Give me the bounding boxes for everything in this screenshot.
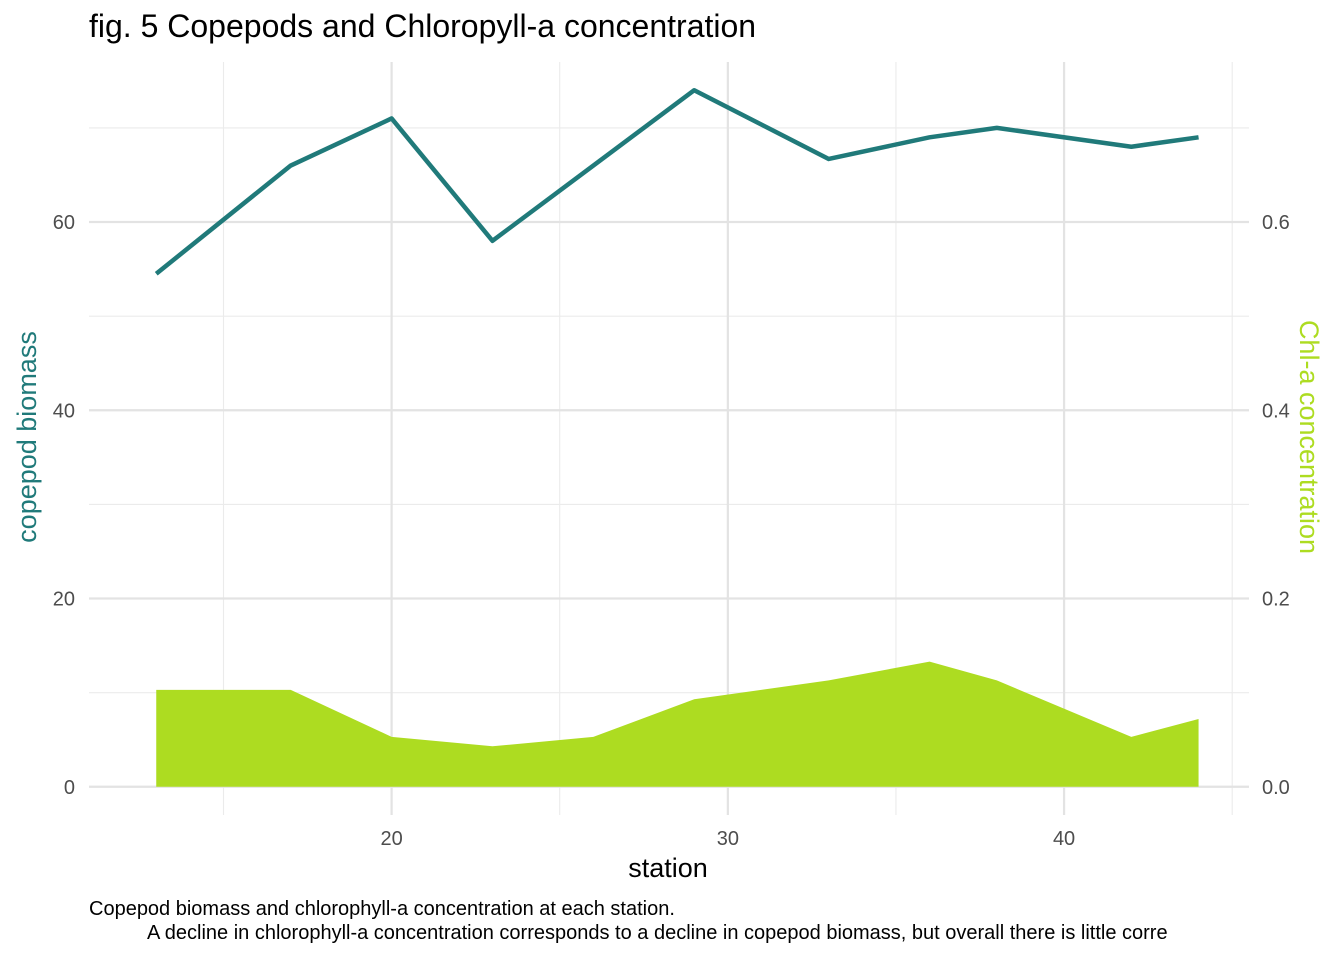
chart-title: fig. 5 Copepods and Chloropyll-a concent… [89, 8, 757, 44]
copepod-biomass-line [154, 87, 1199, 276]
y-tick-label: 40 [53, 400, 75, 422]
y2-tick-labels: 0.0 0.2 0.4 0.6 [1262, 212, 1290, 799]
chla-area [156, 661, 1199, 787]
x-tick-label: 30 [717, 828, 739, 850]
y-axis-title: copepod biomass [12, 331, 42, 543]
x-tick-label: 20 [380, 828, 402, 850]
y2-axis-title: Chl-a concentration [1294, 320, 1324, 554]
y2-tick-label: 0.2 [1262, 589, 1290, 611]
y-tick-labels: 0 20 40 60 [53, 212, 75, 799]
y2-tick-label: 0.0 [1262, 777, 1290, 799]
y-tick-label: 60 [53, 212, 75, 234]
y2-tick-label: 0.6 [1262, 212, 1290, 234]
x-tick-labels: 20 30 40 [380, 828, 1075, 850]
caption-line-2: A decline in chlorophyll-a concentration… [147, 922, 1168, 944]
y-tick-label: 20 [53, 589, 75, 611]
x-tick-label: 40 [1053, 828, 1075, 850]
major-grid-x [390, 62, 1066, 815]
x-axis-title: station [628, 853, 708, 883]
caption-line-1: Copepod biomass and chlorophyll-a concen… [89, 898, 675, 920]
y2-tick-label: 0.4 [1262, 400, 1290, 422]
y-tick-label: 0 [64, 777, 75, 799]
